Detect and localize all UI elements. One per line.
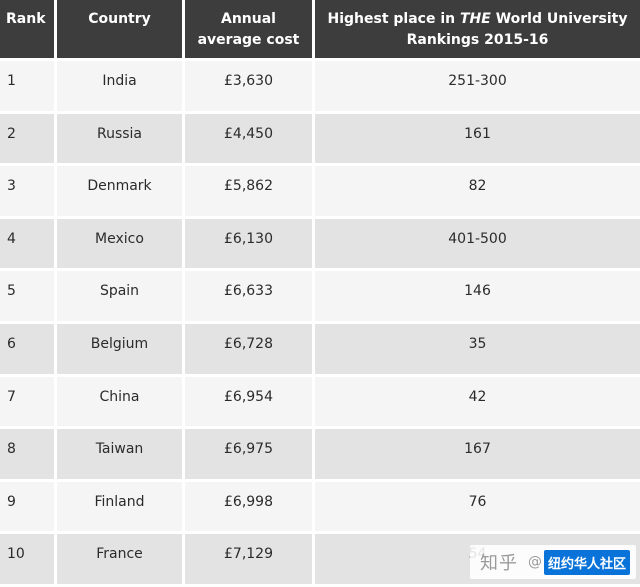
table-body: 1 India £3,630 251-300 2 Russia £4,450 161 3 Denm… (0, 61, 640, 587)
cell-place: 401-500 (315, 218, 640, 272)
header-rank: Rank (0, 0, 57, 61)
table-row: 2 Russia £4,450 161 (0, 113, 640, 167)
header-cost-line2: average cost (197, 32, 300, 48)
header-place-pre: Highest place in (327, 11, 460, 27)
table-row: 1 India £3,630 251-300 (0, 61, 640, 114)
watermark: 知乎 @ 纽约华人社区 (469, 545, 636, 579)
cell-cost: £5,862 (185, 166, 315, 219)
cell-rank: 2 (0, 113, 57, 167)
cell-cost: £6,975 (185, 429, 315, 482)
cell-rank: 1 (0, 61, 57, 114)
cell-cost: £6,633 (185, 271, 315, 324)
cell-rank: 8 (0, 429, 57, 482)
cell-place: 76 (315, 481, 640, 535)
cell-place: 82 (315, 166, 640, 219)
cell-rank: 10 (0, 534, 57, 587)
header-highest-place: Highest place in THE World University Ra… (315, 0, 640, 61)
cell-place: 251-300 (315, 61, 640, 114)
cell-place: 42 (315, 376, 640, 430)
table-row: 8 Taiwan £6,975 167 (0, 429, 640, 482)
header-place-line2: Rankings 2015-16 (406, 32, 549, 48)
cell-cost: £6,728 (185, 323, 315, 377)
cell-place: 167 (315, 429, 640, 482)
cell-rank: 7 (0, 376, 57, 430)
header-cost-line1: Annual (221, 11, 276, 27)
cell-country: Mexico (57, 218, 185, 272)
cell-country: Finland (57, 481, 185, 535)
table-row: 4 Mexico £6,130 401-500 (0, 218, 640, 272)
cell-place: 146 (315, 271, 640, 324)
cell-rank: 4 (0, 218, 57, 272)
cell-country: France (57, 534, 185, 587)
table-header: Rank Country Annual average cost Highest… (0, 0, 640, 61)
header-country: Country (57, 0, 185, 61)
cell-cost: £6,954 (185, 376, 315, 430)
cell-country: Taiwan (57, 429, 185, 482)
cell-rank: 5 (0, 271, 57, 324)
cell-rank: 6 (0, 323, 57, 377)
cell-country: Russia (57, 113, 185, 167)
cell-rank: 3 (0, 166, 57, 219)
header-annual-cost: Annual average cost (185, 0, 315, 61)
cell-country: Denmark (57, 166, 185, 219)
watermark-at: @ (527, 554, 542, 570)
cell-country: India (57, 61, 185, 114)
cell-cost: £3,630 (185, 61, 315, 114)
cell-country: Belgium (57, 323, 185, 377)
cell-place: 35 (315, 323, 640, 377)
watermark-site: 知乎 (479, 553, 518, 574)
table-row: 9 Finland £6,998 76 (0, 481, 640, 535)
header-place-em: THE (459, 11, 491, 27)
cell-rank: 9 (0, 481, 57, 535)
header-place-line1: Highest place in THE World University (328, 9, 628, 30)
cell-cost: £7,129 (185, 534, 315, 587)
cell-cost: £4,450 (185, 113, 315, 167)
table-row: 7 China £6,954 42 (0, 376, 640, 430)
cell-cost: £6,130 (185, 218, 315, 272)
table-row: 3 Denmark £5,862 82 (0, 166, 640, 219)
table-row: 5 Spain £6,633 146 (0, 271, 640, 324)
cell-place: 161 (315, 113, 640, 167)
header-place-post: World University (490, 11, 628, 27)
watermark-account: 纽约华人社区 (543, 549, 630, 575)
cell-cost: £6,998 (185, 481, 315, 535)
cell-country: China (57, 376, 185, 430)
table-row: 6 Belgium £6,728 35 (0, 323, 640, 377)
cell-country: Spain (57, 271, 185, 324)
